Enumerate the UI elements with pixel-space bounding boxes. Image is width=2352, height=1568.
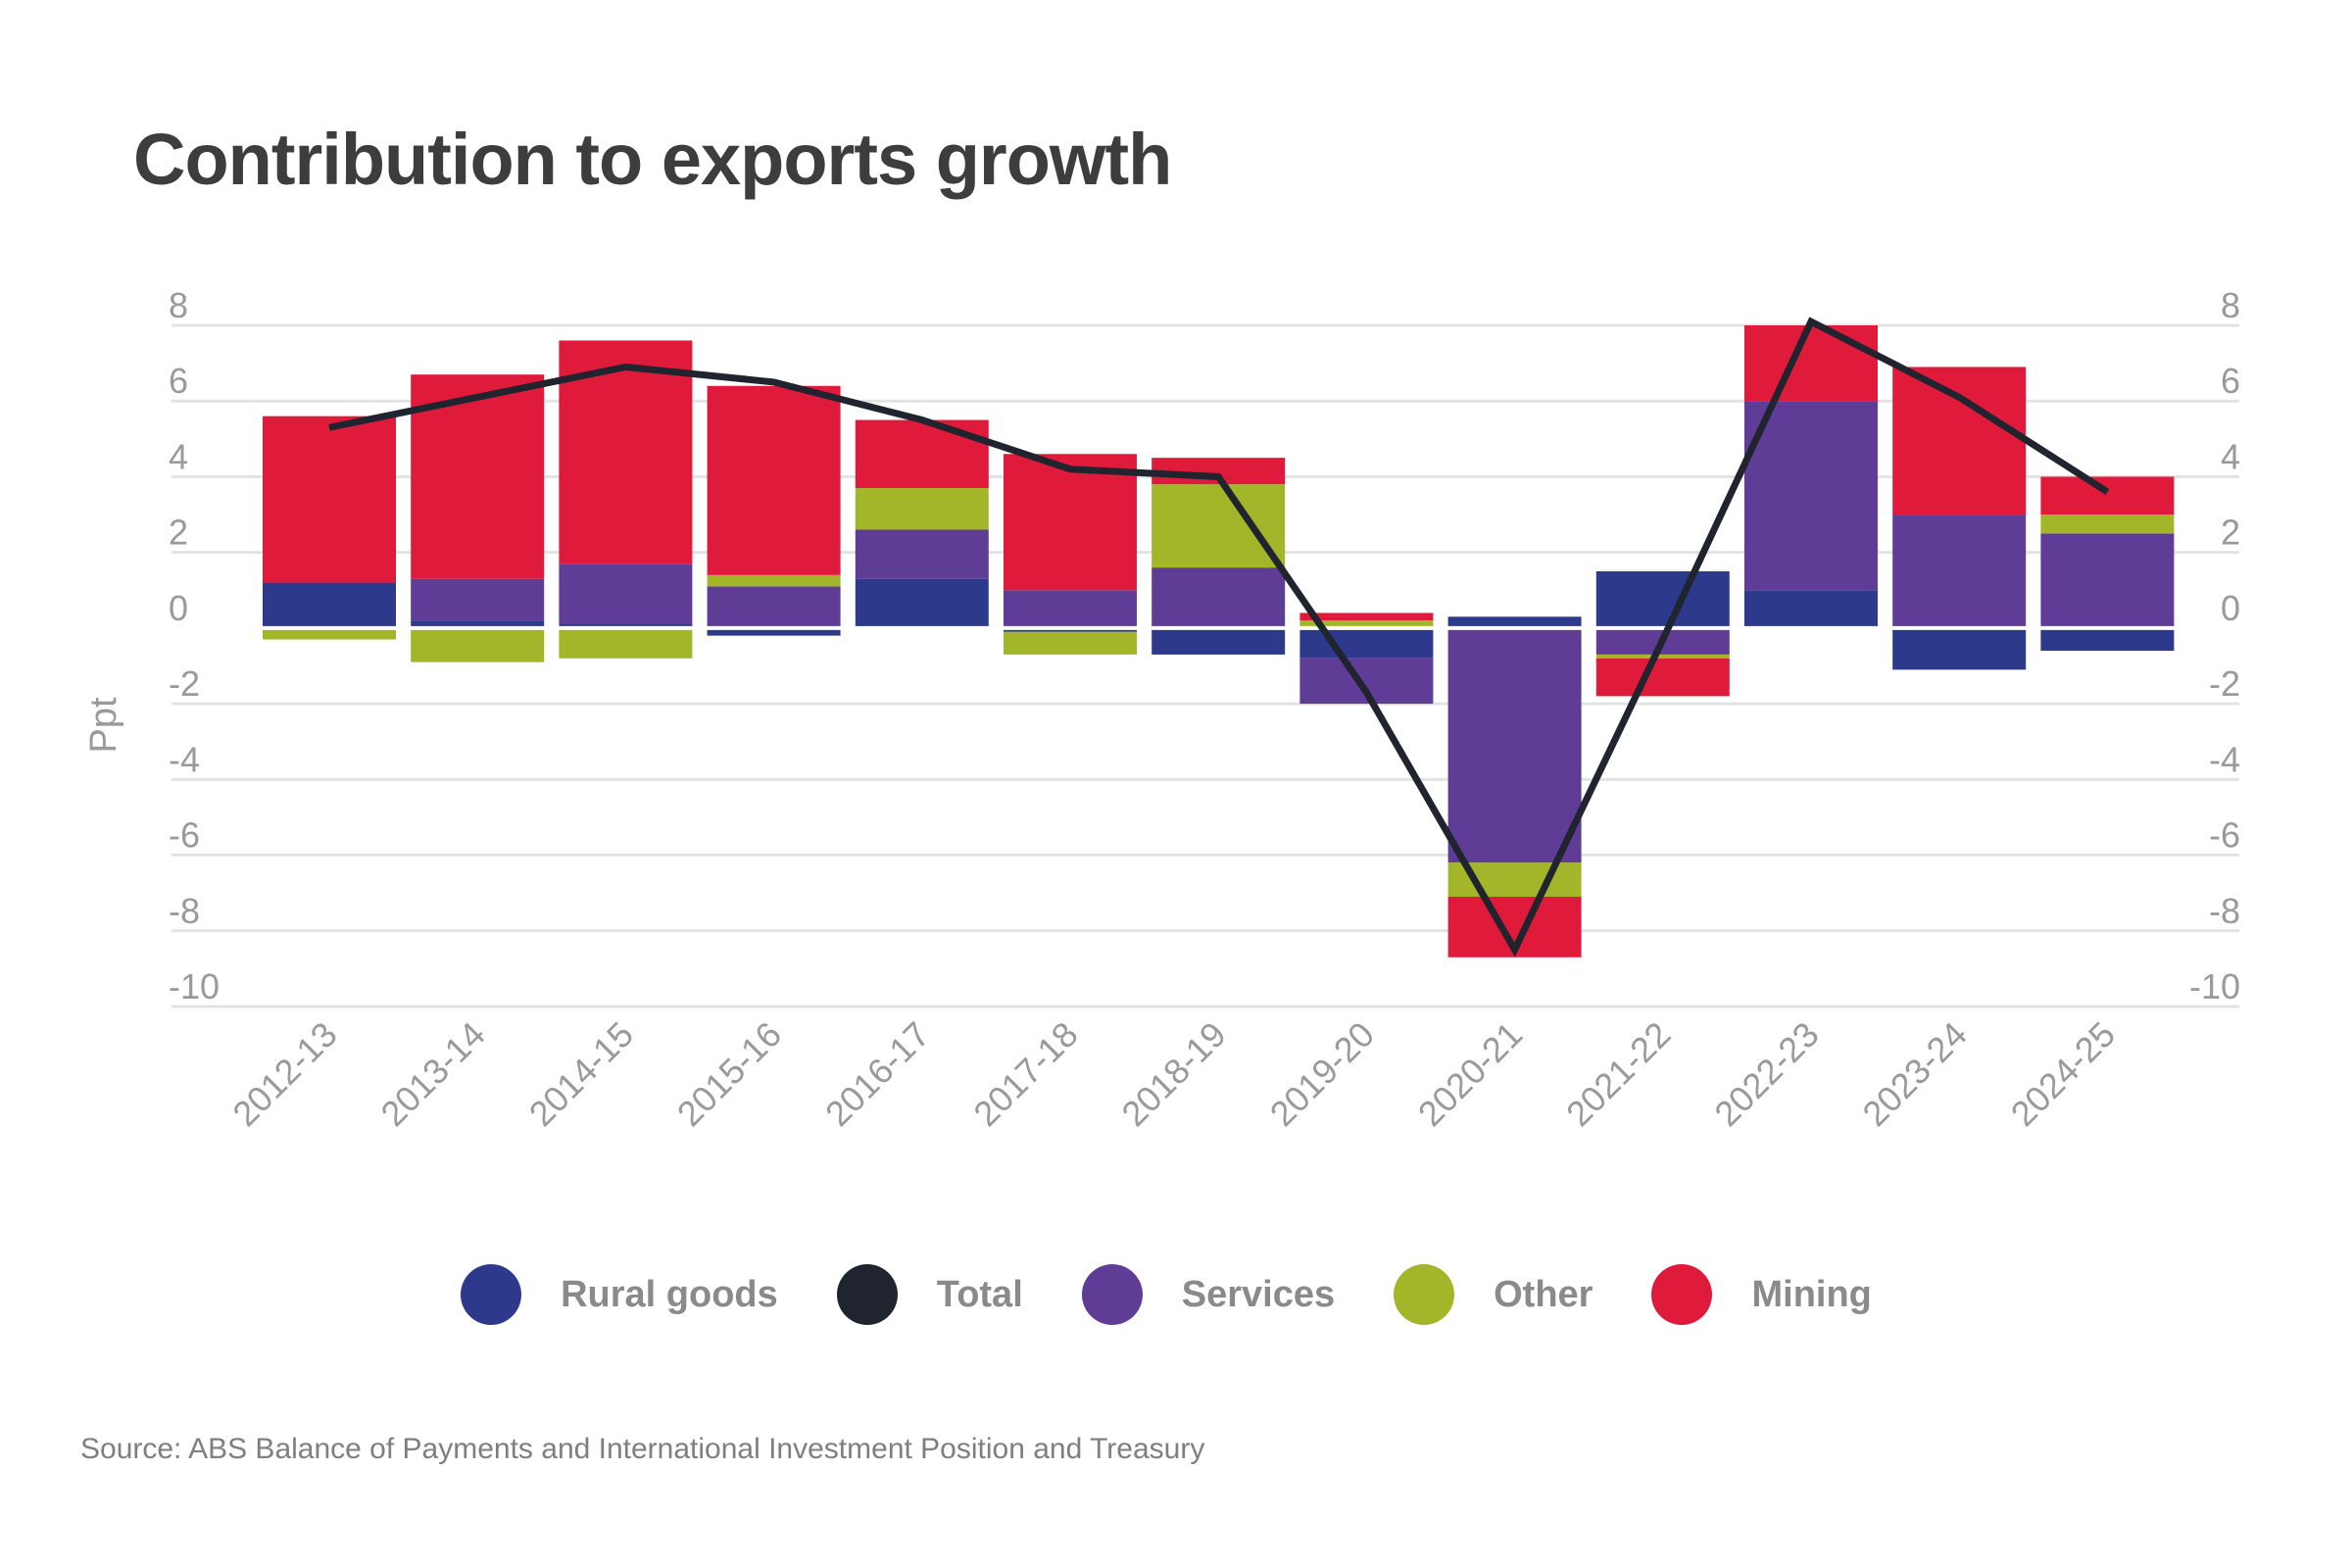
- x-tick-label: 2020-21: [1410, 1014, 1530, 1134]
- bar-mining: [1744, 325, 1878, 402]
- y-tick-label: 6: [2221, 361, 2240, 401]
- bar-other: [707, 574, 841, 587]
- x-tick-label: 2015-16: [669, 1014, 789, 1134]
- legend: Rural goods Total Services Other Mining: [0, 1264, 2352, 1325]
- bar-mining: [1004, 454, 1137, 591]
- chart: 8 6 4 2 0 -2 -4 -6 -8 -10 8 6 4 2 0 -2 -4 -6 -8 -10 Ppt 20…: [83, 285, 2240, 1134]
- bar-mining: [1299, 612, 1434, 621]
- bar-other: [1152, 484, 1286, 568]
- bar-services: [2040, 533, 2175, 628]
- legend-swatch: [461, 1264, 522, 1325]
- bars: [263, 325, 2175, 957]
- legend-item: Services: [1081, 1264, 1354, 1325]
- legend-swatch: [1394, 1264, 1455, 1325]
- x-tick-label: 2013-14: [372, 1014, 492, 1134]
- bar-other: [263, 627, 396, 640]
- bar-other: [1595, 654, 1730, 659]
- chart-title: Contribution to exports growth: [133, 119, 1172, 200]
- bar-services: [707, 586, 841, 628]
- bar-other: [1004, 631, 1137, 655]
- y-tick-label: 2: [169, 513, 188, 553]
- y-tick-label: -2: [2209, 663, 2240, 704]
- y-tick-label: 2: [2221, 513, 2240, 553]
- bar-rural-goods: [1447, 616, 1582, 628]
- bar-other: [559, 627, 693, 659]
- y-tick-label: 6: [169, 361, 188, 401]
- y-tick-label: -8: [2209, 891, 2240, 931]
- bar-mining: [855, 419, 989, 489]
- y-tick-label: -6: [169, 815, 200, 856]
- bar-services: [1892, 514, 2027, 628]
- legend-swatch: [1081, 1264, 1143, 1325]
- x-tick-label: 2014-15: [521, 1014, 641, 1134]
- y-tick-label: 8: [169, 285, 188, 325]
- legend-label: Services: [1181, 1273, 1336, 1315]
- x-tick-label: 2016-17: [817, 1014, 937, 1134]
- x-tick-label: 2023-24: [1854, 1014, 1974, 1134]
- y-tick-label: -6: [2209, 815, 2240, 856]
- bar-services: [411, 578, 545, 621]
- x-tick-label: 2022-23: [1706, 1014, 1826, 1134]
- legend-label: Total: [936, 1273, 1023, 1315]
- legend-item: Rural goods: [461, 1264, 798, 1325]
- bar-rural-goods: [1152, 627, 1286, 655]
- legend-item: Mining: [1651, 1264, 1890, 1325]
- y-tick-label: 8: [2221, 285, 2240, 325]
- y-axis-left: 8 6 4 2 0 -2 -4 -6 -8 -10: [169, 285, 220, 1006]
- total-line: [328, 317, 2110, 957]
- legend-label: Rural goods: [561, 1273, 778, 1315]
- y-tick-label: -4: [169, 739, 200, 779]
- y-tick-label: -4: [2209, 739, 2240, 779]
- bar-other: [2040, 514, 2175, 534]
- bar-rural-goods: [1744, 590, 1878, 628]
- bar-mining: [1595, 658, 1730, 697]
- x-tick-label: 2017-18: [965, 1014, 1085, 1134]
- y-tick-label: 4: [2221, 436, 2240, 476]
- bar-services: [1152, 567, 1286, 628]
- bar-mining: [707, 385, 841, 575]
- bar-mining: [1892, 367, 2027, 515]
- bar-rural-goods: [855, 578, 989, 628]
- bar-services: [855, 529, 989, 579]
- y-tick-label: 0: [2221, 588, 2240, 628]
- bar-rural-goods: [707, 627, 841, 636]
- legend-label: Other: [1494, 1273, 1593, 1315]
- bar-rural-goods: [263, 582, 396, 628]
- y-axis-label: Ppt: [83, 697, 124, 753]
- source-note: Source: ABS Balance of Payments and Inte…: [80, 1433, 1205, 1465]
- x-tick-label: 2024-25: [2003, 1014, 2123, 1134]
- legend-label: Mining: [1751, 1273, 1872, 1315]
- bar-other: [855, 488, 989, 530]
- bar-services: [1004, 590, 1137, 628]
- y-tick-label: -10: [169, 966, 220, 1006]
- y-tick-label: -8: [169, 891, 200, 931]
- y-tick-label: 0: [169, 588, 188, 628]
- x-tick-label: 2018-19: [1113, 1014, 1233, 1134]
- x-tick-label: 2019-20: [1262, 1014, 1382, 1134]
- legend-item: Other: [1394, 1264, 1612, 1325]
- bar-other: [411, 627, 545, 662]
- y-axis-right: 8 6 4 2 0 -2 -4 -6 -8 -10: [2189, 285, 2240, 1006]
- bar-other: [1299, 620, 1434, 628]
- bar-rural-goods: [1892, 627, 2027, 670]
- x-tick-label: 2012-13: [224, 1014, 344, 1134]
- bar-services: [1447, 627, 1582, 863]
- bar-services: [559, 564, 693, 625]
- legend-swatch: [1651, 1264, 1713, 1325]
- bar-rural-goods: [1595, 570, 1730, 628]
- y-tick-label: 4: [169, 436, 188, 476]
- legend-swatch: [836, 1264, 898, 1325]
- bar-mining: [263, 416, 396, 583]
- y-tick-label: -2: [169, 663, 200, 704]
- legend-item: Total: [836, 1264, 1043, 1325]
- bar-rural-goods: [2040, 627, 2175, 652]
- y-tick-label: -10: [2189, 966, 2240, 1006]
- bar-rural-goods: [1299, 627, 1434, 659]
- bar-mining: [2040, 476, 2175, 515]
- bar-rural-goods: [411, 620, 545, 628]
- x-tick-label: 2021-22: [1558, 1014, 1678, 1134]
- series-line-total: [328, 317, 2110, 957]
- x-axis: 2012-13 2013-14 2014-15 2015-16 2016-17 2017-…: [224, 1014, 2123, 1134]
- bar-services: [1744, 401, 1878, 591]
